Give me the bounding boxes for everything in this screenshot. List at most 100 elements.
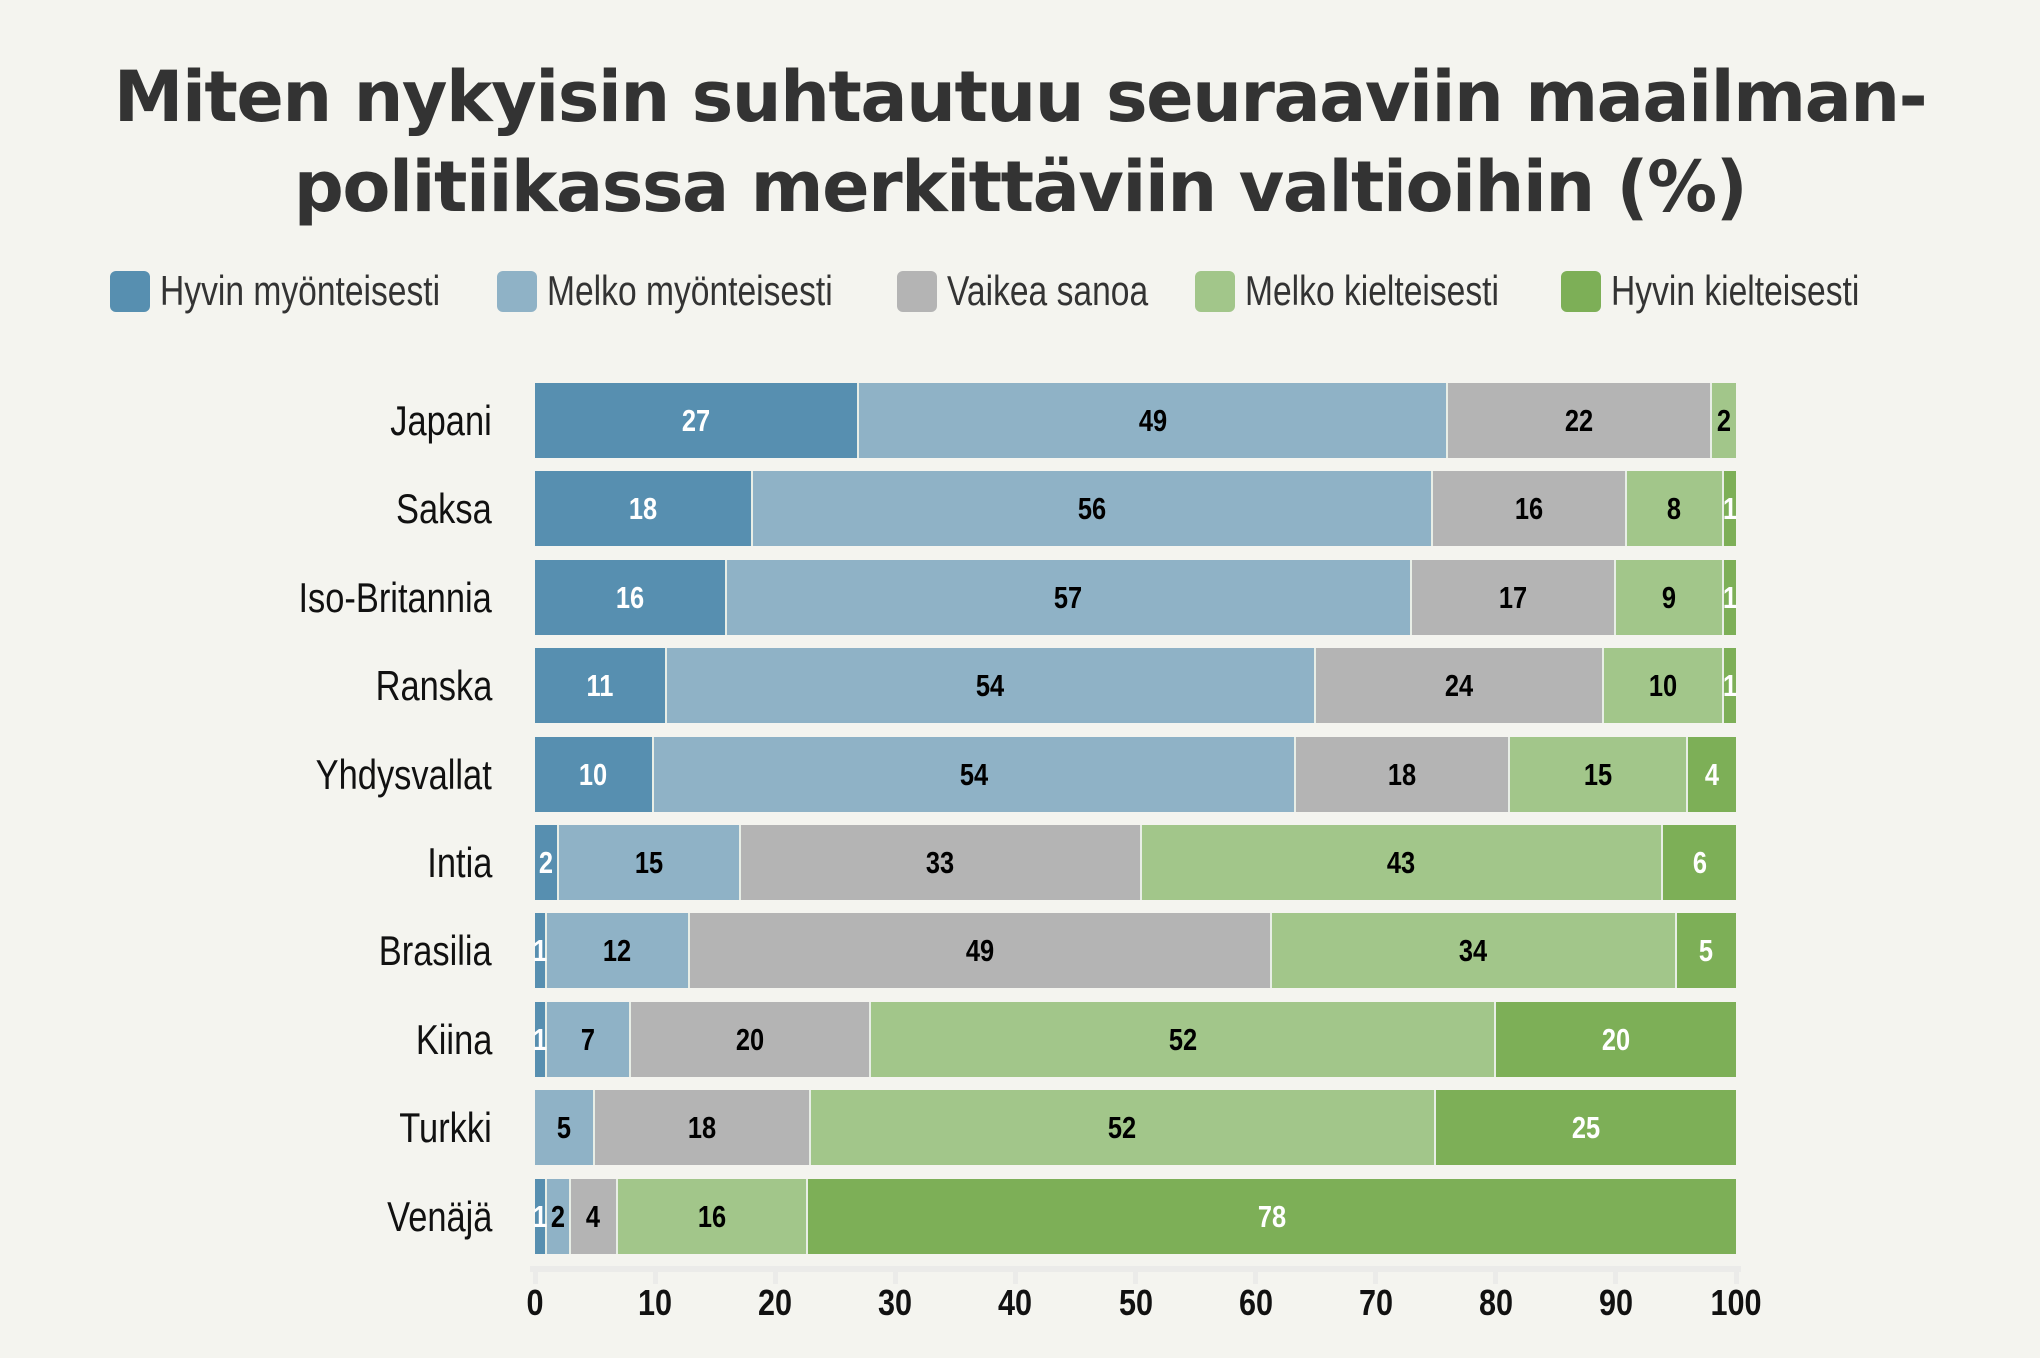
data-label: 15: [1584, 756, 1613, 792]
data-label: 52: [1168, 1021, 1197, 1057]
x-tick-label: 0: [526, 1282, 544, 1323]
data-label: 12: [603, 933, 632, 969]
data-label: 16: [698, 1198, 727, 1234]
data-label: 1: [1722, 491, 1737, 527]
x-tick: [1012, 1266, 1018, 1284]
bar-segment: 54: [667, 648, 1316, 724]
bar-segment: 12: [546, 913, 690, 989]
bar-segment: 49: [859, 383, 1448, 458]
data-label: 34: [1459, 933, 1488, 969]
legend-label: Vaikea sanoa: [947, 267, 1149, 314]
category-label: Turkki: [399, 1104, 492, 1152]
data-label: 43: [1387, 845, 1416, 880]
x-tick: [892, 1266, 898, 1284]
bar-segment: 11: [535, 648, 668, 724]
bar-segment: 18: [535, 471, 754, 547]
x-tick: [1373, 1266, 1379, 1284]
bar-segment: 34: [1272, 913, 1677, 989]
bar-segment: 5: [1676, 913, 1736, 989]
x-tick-label: 10: [638, 1282, 673, 1323]
legend-swatch: [110, 270, 150, 312]
x-tick-label: 90: [1598, 1282, 1633, 1323]
legend-item: Hyvin myönteisesti: [110, 267, 510, 314]
bar-segment: 18: [1296, 736, 1511, 812]
bar-segment: 10: [1603, 648, 1724, 724]
bar-segment: 25: [1435, 1090, 1736, 1166]
data-label: 20: [1601, 1021, 1631, 1057]
legend-item: Hyvin kielteisesti: [1561, 267, 1921, 314]
data-label: 20: [736, 1021, 765, 1057]
bar-segment: 17: [1411, 559, 1616, 635]
data-label: 1: [532, 1198, 548, 1234]
data-label: 52: [1108, 1110, 1137, 1146]
bar-segment: 20: [1495, 1001, 1736, 1077]
bar-segment: 4: [570, 1178, 619, 1254]
category-label: Japani: [390, 397, 492, 444]
data-label: 2: [1716, 403, 1732, 438]
bar-segment: 22: [1447, 383, 1712, 458]
legend-swatch: [1561, 270, 1601, 312]
bar-segment: 2: [535, 825, 560, 900]
bar-segment: 1: [533, 913, 547, 989]
x-tick: [652, 1266, 658, 1284]
legend-label: Hyvin kielteisesti: [1611, 267, 1860, 314]
chart-title-line-1: Miten nykyisin suhtautuu seuraaviin maai…: [113, 56, 1928, 138]
bar-segment: 5: [535, 1090, 596, 1166]
category-label: Venäjä: [386, 1192, 492, 1240]
data-label: 78: [1258, 1198, 1287, 1234]
data-label: 10: [579, 756, 608, 792]
data-label: 54: [959, 756, 989, 792]
data-label: 11: [586, 668, 614, 704]
bar-segment: 52: [811, 1090, 1436, 1166]
bar-segment: 2: [546, 1178, 571, 1254]
category-label: Iso-Britannia: [298, 573, 492, 621]
data-label: 1: [1722, 668, 1738, 704]
x-tick: [1133, 1266, 1138, 1284]
bar-segment: 27: [535, 383, 860, 458]
bar-segment: 15: [1510, 736, 1689, 812]
data-label: 5: [1699, 933, 1714, 969]
data-label: 18: [1387, 756, 1417, 792]
bar-segment: 9: [1615, 559, 1724, 635]
x-tick-label: 50: [1118, 1282, 1153, 1323]
bar-segment: 1: [1722, 559, 1738, 635]
bar-segment: 15: [559, 825, 742, 900]
category-label: Kiina: [415, 1015, 492, 1063]
data-label: 22: [1564, 403, 1593, 438]
bar-segment: 24: [1315, 648, 1604, 724]
x-tick: [1613, 1266, 1619, 1284]
bar-segment: 43: [1141, 825, 1664, 900]
data-label: 8: [1667, 491, 1682, 527]
x-tick: [532, 1266, 538, 1284]
data-label: 10: [1648, 668, 1678, 704]
legend-label: Melko kielteisesti: [1245, 267, 1499, 314]
legend-label: Melko myönteisesti: [547, 267, 833, 314]
x-tick-label: 60: [1238, 1282, 1273, 1323]
category-label: Yhdysvallat: [315, 750, 492, 798]
data-label: 33: [926, 845, 955, 880]
category-label: Saksa: [396, 485, 492, 533]
bar-segment: 16: [535, 559, 728, 635]
data-label: 2: [550, 1198, 565, 1234]
bar-segment: 20: [631, 1001, 872, 1077]
bar-segment: 10: [535, 736, 654, 812]
bar-segment: 52: [871, 1001, 1496, 1077]
bar-segment: 2: [1711, 383, 1736, 458]
data-label: 57: [1054, 579, 1083, 615]
chart-title-line-2: politiikassa merkittäviin valtioihin (%): [293, 146, 1748, 228]
category-label: Ranska: [375, 662, 492, 710]
bar-segment: 16: [618, 1178, 809, 1254]
x-tick-label: 20: [758, 1282, 793, 1323]
bar-segment: 18: [595, 1090, 812, 1166]
data-label: 1: [1722, 579, 1738, 615]
data-label: 27: [681, 403, 711, 438]
bar-segment: 1: [1722, 648, 1738, 724]
data-label: 49: [965, 933, 995, 969]
data-label: 9: [1661, 579, 1676, 615]
category-label: Intia: [426, 839, 492, 886]
data-label: 7: [580, 1021, 596, 1057]
data-label: 54: [976, 668, 1005, 704]
data-label: 1: [532, 1021, 548, 1057]
data-label: 17: [1498, 579, 1527, 615]
data-label: 6: [1692, 845, 1707, 880]
